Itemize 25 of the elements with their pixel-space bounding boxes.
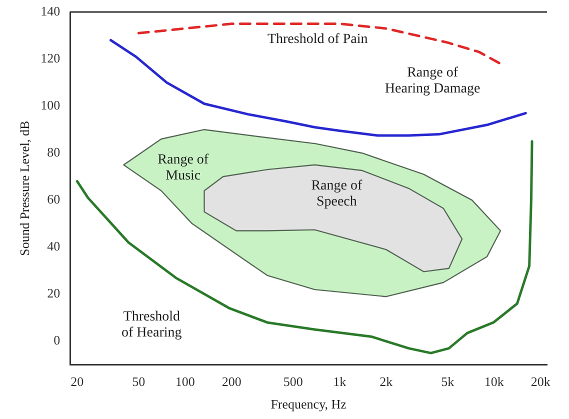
x-tick-label: 100 bbox=[175, 374, 195, 390]
x-tick-label: 1k bbox=[333, 374, 347, 390]
x-tick-label: 200 bbox=[222, 374, 242, 390]
x-tick-label: 2k bbox=[380, 374, 394, 390]
y-axis-title: Sound Pressure Level, dB bbox=[17, 120, 32, 256]
x-tick-label: 10k bbox=[484, 374, 504, 390]
x-axis-title: Frequency, Hz bbox=[270, 396, 347, 412]
y-tick-label: 140 bbox=[40, 3, 60, 18]
y-tick-label: 40 bbox=[47, 238, 60, 254]
x-tick-label: 500 bbox=[283, 374, 303, 390]
x-tick-label: 5k bbox=[441, 374, 455, 390]
y-tick-label: 80 bbox=[47, 144, 60, 160]
y-tick-label: 100 bbox=[40, 98, 60, 112]
annotation: Threshold of Hearing bbox=[122, 310, 182, 341]
x-tick-label: 50 bbox=[132, 374, 146, 390]
y-tick-label: 20 bbox=[47, 286, 60, 301]
annotation: Range of Music bbox=[158, 152, 209, 184]
annotation: Threshold of Pain bbox=[267, 32, 368, 48]
y-tick-label: 0 bbox=[54, 332, 60, 348]
y-tick-label: 60 bbox=[47, 192, 60, 207]
y-tick-label: 120 bbox=[40, 50, 60, 66]
x-tick-label: 20 bbox=[70, 374, 84, 390]
x-tick-label: 20k bbox=[530, 374, 551, 390]
annotation: Range of Speech bbox=[311, 178, 362, 210]
annotation: Range of Hearing Damage bbox=[384, 65, 480, 96]
